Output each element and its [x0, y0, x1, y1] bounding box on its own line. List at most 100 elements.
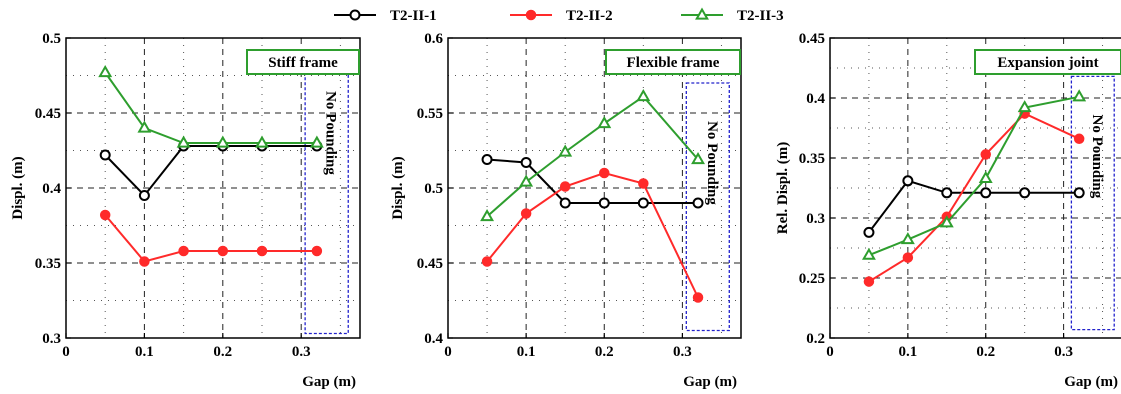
data-point [99, 209, 111, 221]
data-point [1072, 89, 1087, 102]
x-tick-label: 0.2 [595, 344, 614, 360]
chart-panel-2: 0 0.1 0.2 0.3 0.4 0.45 0.5 0.55 0.6 Gap (m) Displ.… [390, 31, 742, 390]
x-axis-title: Gap (m) [1064, 374, 1118, 390]
data-point [559, 181, 571, 192]
data-point [597, 115, 612, 129]
data-point [139, 256, 150, 267]
series-line [868, 179, 1080, 234]
data-point [1073, 187, 1085, 199]
no-pounding-label: No Pounding [323, 91, 339, 175]
x-tick-label: 0.2 [213, 344, 232, 360]
y-tick-label: 0.2 [806, 331, 825, 347]
series-t2-ii-2 [863, 108, 1085, 287]
data-point [636, 88, 651, 102]
series-t2-ii-1 [863, 175, 1085, 238]
data-point [138, 190, 150, 201]
series-t2-ii-3 [480, 88, 705, 222]
data-point [980, 187, 992, 199]
no-pounding-box [685, 82, 730, 332]
panel-title: Flexible frame [627, 55, 720, 71]
data-point [176, 135, 191, 148]
data-point [178, 245, 189, 257]
y-tick-label: 0.45 [35, 106, 61, 122]
data-point [978, 170, 993, 183]
y-tick-label: 0.45 [799, 31, 825, 47]
panel-title-box [974, 49, 1121, 75]
chart-panel-3: 0 0.1 0.2 0.3 0.2 0.25 0.3 0.35 0.4 0.45 Gap (m) Re… [775, 31, 1121, 390]
panel-title-box [605, 49, 741, 75]
data-point [1019, 187, 1031, 199]
data-point [559, 197, 571, 209]
chart-panels: 0 0.1 0.2 0.3 0.3 0.35 0.4 0.45 0.5 Gap (m) Displ.… [10, 31, 1121, 390]
x-axis-title: Gap (m) [683, 374, 737, 390]
no-pounding-label: No Pounding [1089, 115, 1105, 199]
y-axis-title: Displ. (m) [10, 156, 26, 219]
data-point [598, 197, 610, 209]
x-tick-label: 0.3 [673, 344, 692, 360]
plot-frame [829, 37, 1121, 339]
y-tick-label: 0.4 [806, 91, 825, 107]
series-line [104, 145, 317, 198]
data-point [1017, 100, 1032, 113]
data-point [520, 157, 532, 168]
data-point [519, 174, 534, 187]
data-point [481, 256, 493, 267]
legend-label: T2-II-3 [737, 8, 784, 24]
grid [66, 38, 360, 338]
x-tick-label: 0.1 [898, 344, 917, 360]
data-point [861, 247, 876, 260]
data-point [691, 151, 705, 165]
y-tick-label: 0.5 [424, 181, 443, 197]
data-point [311, 245, 323, 257]
y-tick-label: 0.5 [42, 31, 61, 47]
y-tick-label: 0.25 [799, 271, 825, 287]
series-t2-ii-3 [98, 64, 324, 148]
y-tick-label: 0.3 [806, 211, 825, 227]
data-point [863, 276, 875, 287]
x-axis-title: Gap (m) [302, 374, 356, 390]
panel-title: Expansion joint [997, 55, 1098, 71]
y-tick-label: 0.3 [42, 331, 61, 347]
data-point [558, 144, 573, 157]
panel-title: Stiff frame [268, 55, 338, 71]
y-tick-label: 0.55 [417, 106, 443, 122]
y-tick-label: 0.4 [42, 181, 61, 197]
legend-marker [695, 7, 709, 20]
x-tick-label: 0.1 [135, 344, 154, 360]
series-line [104, 71, 317, 144]
legend: T2-II-1 T2-II-2 T2-II-3 [334, 7, 784, 24]
series-t2-ii-3 [861, 89, 1087, 260]
data-point [217, 245, 229, 257]
series-line [486, 158, 699, 204]
data-point [481, 154, 493, 165]
y-tick-label: 0.35 [35, 256, 61, 272]
y-axis-title: Rel. Displ. (m) [775, 142, 791, 235]
legend-entry-2: T2-II-2 [510, 8, 613, 24]
x-tick-label: 0 [62, 344, 70, 360]
grid [448, 38, 741, 338]
x-tick-label: 0.2 [976, 344, 995, 360]
series-line [486, 95, 699, 218]
data-point [863, 226, 875, 238]
legend-marker [349, 9, 361, 21]
x-tick-label: 0.3 [1054, 344, 1073, 360]
x-tick-label: 0 [826, 344, 834, 360]
y-tick-label: 0.6 [424, 31, 443, 47]
no-pounding-box [1070, 75, 1115, 331]
series-t2-ii-2 [481, 167, 704, 303]
legend-label: T2-II-1 [390, 8, 437, 24]
data-point [98, 64, 113, 78]
no-pounding-label: No Pounding [704, 121, 720, 205]
data-point [480, 208, 495, 222]
chart-panel-1: 0 0.1 0.2 0.3 0.3 0.35 0.4 0.45 0.5 Gap (m) Displ.… [10, 31, 361, 390]
data-point [941, 187, 953, 199]
panel-title-box [246, 49, 360, 75]
x-tick-label: 0 [444, 344, 452, 360]
data-point [256, 245, 268, 257]
data-point [255, 135, 269, 148]
data-point [309, 135, 324, 148]
data-point [902, 175, 914, 187]
legend-marker [525, 9, 537, 21]
data-point [638, 178, 649, 189]
series-line [868, 112, 1080, 283]
